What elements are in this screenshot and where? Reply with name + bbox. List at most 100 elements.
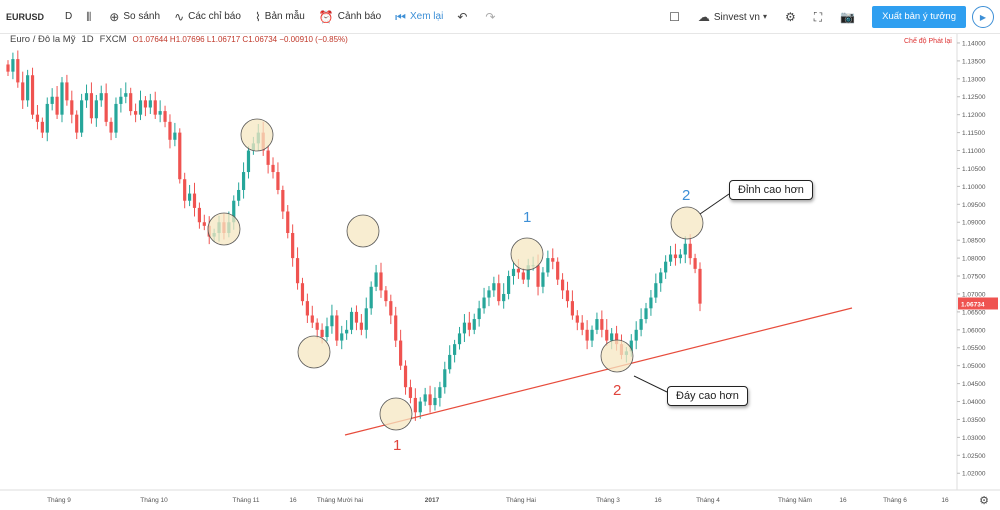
pivot-circle bbox=[379, 397, 413, 431]
candle-body bbox=[124, 93, 128, 97]
interval-selector[interactable]: D bbox=[65, 11, 73, 22]
account-selector[interactable]: ☁ Sinvest vn ▾ bbox=[691, 0, 778, 34]
candle-body bbox=[55, 96, 59, 115]
candle-body bbox=[330, 315, 334, 327]
redo-icon: ↷ bbox=[485, 9, 496, 24]
account-label: Sinvest vn bbox=[713, 11, 760, 23]
price-tick-label: 1.09000 bbox=[962, 220, 986, 227]
candle-body bbox=[104, 93, 108, 122]
candle-body bbox=[99, 93, 103, 101]
candle-body bbox=[138, 100, 143, 115]
symbol-search[interactable]: EURUSD bbox=[6, 11, 45, 22]
candle-body bbox=[379, 272, 383, 291]
time-tick-label: Tháng Năm bbox=[778, 497, 812, 504]
candle-body bbox=[349, 311, 354, 330]
candle-body bbox=[232, 200, 236, 223]
time-tick-label: Tháng Hai bbox=[506, 497, 536, 504]
candle-body bbox=[585, 329, 589, 341]
alerts-button[interactable]: ⏰ Cảnh báo bbox=[312, 0, 388, 34]
price-tick-label: 1.14000 bbox=[962, 40, 986, 47]
legend-source: FXCM bbox=[99, 34, 127, 45]
price-tick-label: 1.03500 bbox=[962, 417, 986, 424]
candle-body bbox=[403, 365, 408, 388]
publish-idea-button[interactable]: Xuất bản ý tưởng bbox=[872, 6, 966, 28]
time-tick-label: 16 bbox=[289, 497, 297, 504]
candle-body bbox=[315, 322, 319, 330]
candle-body bbox=[374, 272, 378, 287]
settings-button[interactable]: ⚙ bbox=[778, 0, 807, 34]
candle-body bbox=[281, 189, 285, 212]
chevron-down-icon: ▾ bbox=[763, 12, 768, 21]
indicators-button[interactable]: ∿ Các chỉ báo bbox=[167, 0, 248, 34]
price-tick-label: 1.08500 bbox=[962, 238, 986, 245]
candle-body bbox=[595, 319, 599, 330]
candle-body bbox=[35, 114, 40, 122]
template-icon: ⌇ bbox=[254, 9, 261, 24]
candle-body bbox=[276, 172, 280, 190]
candle-body bbox=[173, 132, 177, 140]
screenshot-button[interactable]: 📷 bbox=[833, 0, 866, 34]
candle-body bbox=[644, 308, 648, 320]
candle-body bbox=[50, 96, 54, 104]
play-button[interactable]: ▶ bbox=[972, 6, 994, 28]
candle-body bbox=[192, 193, 197, 208]
price-tick-label: 1.13500 bbox=[962, 58, 986, 65]
candle-body bbox=[158, 111, 162, 115]
templates-button[interactable]: ⌇ Bản mẫu bbox=[248, 0, 312, 34]
price-tick-label: 1.10000 bbox=[962, 184, 986, 191]
expand-button[interactable]: ⛶ bbox=[807, 0, 833, 34]
replay-button[interactable]: ⏮ Xem lại bbox=[388, 0, 450, 34]
candle-body bbox=[168, 121, 172, 140]
candle-body bbox=[497, 283, 501, 302]
candle-body bbox=[511, 268, 516, 277]
candle-body bbox=[462, 322, 467, 334]
chart-style-button[interactable]: ⫴ bbox=[79, 0, 102, 34]
candle-body bbox=[467, 322, 471, 330]
legend-interval: 1D bbox=[81, 34, 94, 45]
plus-circle-icon: ⊕ bbox=[109, 9, 120, 24]
candle-body bbox=[693, 258, 697, 269]
candle-body bbox=[305, 301, 309, 316]
candle-body bbox=[629, 340, 633, 352]
undo-button[interactable]: ↶ bbox=[450, 0, 478, 34]
candle-body bbox=[197, 207, 202, 223]
pivot-circle bbox=[240, 118, 274, 152]
price-tick-label: 1.03000 bbox=[962, 435, 986, 442]
callout-higher-low: Đáy cao hơn bbox=[667, 386, 748, 406]
candles-icon: ⫴ bbox=[86, 9, 92, 24]
candle-body bbox=[237, 189, 241, 201]
candle-body bbox=[354, 311, 359, 323]
price-tick-label: 1.07000 bbox=[962, 291, 986, 298]
candle-body bbox=[11, 59, 15, 72]
price-axis bbox=[957, 34, 1000, 510]
price-tick-label: 1.05500 bbox=[962, 345, 986, 352]
candle-body bbox=[502, 293, 506, 302]
fullscreen-toggle-button[interactable]: ☐ bbox=[662, 0, 691, 34]
candle-body bbox=[16, 59, 20, 83]
time-tick-label: Tháng 3 bbox=[596, 497, 620, 504]
candle-body bbox=[678, 254, 682, 259]
higher-low-text: Đáy cao hơn bbox=[676, 390, 739, 402]
axis-settings-button[interactable]: ⚙ bbox=[968, 490, 1000, 510]
compare-button[interactable]: ⊕ So sánh bbox=[102, 0, 167, 34]
candle-body bbox=[129, 93, 133, 112]
price-tick-label: 1.12500 bbox=[962, 94, 986, 101]
play-icon: ▶ bbox=[979, 12, 987, 22]
candle-body bbox=[266, 150, 270, 165]
candle-body bbox=[654, 283, 658, 298]
candle-body bbox=[6, 64, 10, 72]
candle-body bbox=[698, 268, 702, 304]
pivot-circle bbox=[297, 335, 331, 369]
candle-body bbox=[600, 319, 604, 330]
redo-button[interactable]: ↷ bbox=[478, 0, 506, 34]
candle-body bbox=[482, 297, 486, 309]
time-tick-label: Tháng 4 bbox=[696, 497, 720, 504]
candle-body bbox=[369, 286, 373, 309]
candle-body bbox=[649, 297, 653, 309]
candle-body bbox=[546, 258, 550, 273]
callout-connector bbox=[633, 375, 668, 393]
price-chart[interactable]: 1.14000 1.13500 1.13000 1.12500 1.12000 1.115… bbox=[0, 34, 1000, 510]
candle-body bbox=[673, 254, 678, 259]
price-tick-label: 1.13000 bbox=[962, 76, 986, 83]
price-tick-label: 1.08000 bbox=[962, 256, 986, 263]
